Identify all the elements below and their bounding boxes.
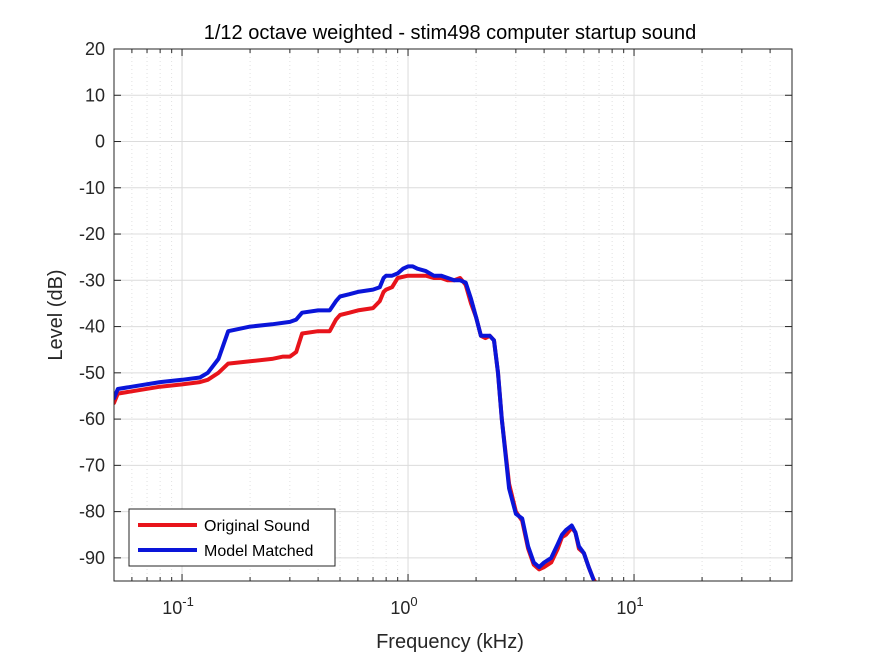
y-tick-label: 0 [95, 132, 105, 152]
y-tick-label: -40 [79, 317, 105, 337]
legend-label-original-sound: Original Sound [204, 518, 310, 535]
y-tick-label: -90 [79, 548, 105, 568]
y-tick-label: -70 [79, 455, 105, 475]
y-tick-label: -20 [79, 224, 105, 244]
plot-area [114, 49, 792, 581]
series-line-original-sound [114, 273, 598, 581]
minor-grid [131, 49, 771, 581]
x-tick-label: 100 [390, 594, 417, 618]
chart-title: 1/12 octave weighted - stim498 computer … [204, 22, 697, 44]
series-group [114, 264, 598, 581]
y-tick-label: -60 [79, 409, 105, 429]
x-axis-title: Frequency (kHz) [376, 631, 524, 653]
y-tick-label: 20 [85, 39, 105, 59]
series-line-model-matched [114, 264, 596, 581]
y-tick-label: -80 [79, 502, 105, 522]
axis-ticks [114, 48, 792, 581]
x-tick-label: 10-1 [162, 594, 194, 618]
plot-frame [113, 48, 793, 582]
x-tick-labels: 10-1 100 101 [162, 594, 643, 618]
legend-box [128, 508, 336, 567]
y-tick-label: 10 [85, 85, 105, 105]
x-tick-label: 101 [616, 594, 643, 618]
y-tick-label: -50 [79, 363, 105, 383]
legend-label-model-matched: Model Matched [204, 543, 313, 560]
legend: Original Sound Model Matched [128, 508, 336, 567]
y-axis-title: Level (dB) [45, 269, 67, 360]
y-tick-label: -10 [79, 178, 105, 198]
y-tick-labels: 20 10 0 -10 -20 -30 -40 -50 -60 -70 -80 -90 [79, 39, 105, 568]
y-tick-label: -30 [79, 270, 105, 290]
